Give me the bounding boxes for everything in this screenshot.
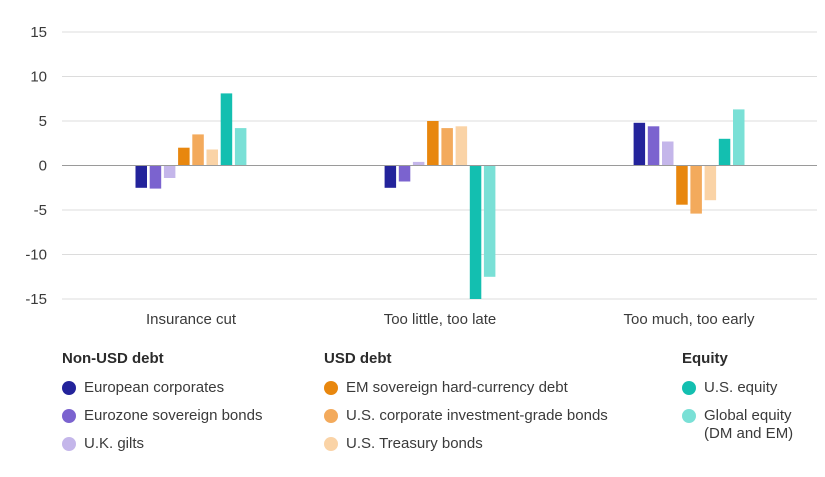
legend-item-us-treasury-bonds: U.S. Treasury bonds xyxy=(324,435,608,453)
legend-group-non-usd-debt: Non-USD debt European corporates Eurozon… xyxy=(62,350,262,463)
bar-chart: 15 10 5 0 -5 -10 -15 Insurance cut Too little, … xyxy=(25,24,817,328)
bar xyxy=(163,165,176,178)
y-tick-label: 5 xyxy=(39,113,47,130)
x-category-label: Too little, too late xyxy=(384,311,497,328)
legend-item-european-corporates: European corporates xyxy=(62,379,262,397)
bar xyxy=(662,141,674,166)
bar xyxy=(192,134,204,166)
y-tick-label: -15 xyxy=(25,291,47,308)
bars xyxy=(135,93,745,299)
bar xyxy=(690,165,702,214)
legend-swatch xyxy=(62,437,76,451)
legend-swatch xyxy=(682,381,696,395)
legend-group-title: USD debt xyxy=(324,350,392,367)
bar xyxy=(704,165,717,201)
legend-label: U.S. Treasury bonds xyxy=(346,435,483,452)
bar xyxy=(220,93,233,166)
legend-item-us-corporate-ig-bonds: U.S. corporate investment-grade bonds xyxy=(324,407,608,425)
legend-swatch xyxy=(682,409,696,423)
legend-label: European corporates xyxy=(84,379,225,396)
legend-item-eurozone-sovereign-bonds: Eurozone sovereign bonds xyxy=(62,407,262,425)
legend-group-equity: Equity U.S. equity Global equity (DM and… xyxy=(682,350,793,453)
x-axis-category-labels: Insurance cut Too little, too late Too muc… xyxy=(146,311,755,328)
bar xyxy=(234,128,247,166)
bar xyxy=(149,165,162,189)
bar xyxy=(398,165,411,182)
legend-item-em-sovereign-hard-currency-debt: EM sovereign hard-currency debt xyxy=(324,379,608,397)
legend-label: Eurozone sovereign bonds xyxy=(84,407,263,424)
legend-label: U.S. equity xyxy=(704,379,778,396)
bar xyxy=(647,126,660,166)
legend-label: Global equity (DM and EM) xyxy=(704,407,794,442)
bar xyxy=(455,126,468,166)
legend-swatch xyxy=(62,409,76,423)
bar xyxy=(676,165,688,205)
legend-item-us-equity: U.S. equity xyxy=(682,379,793,397)
y-tick-label: 0 xyxy=(39,158,47,175)
legend-swatch xyxy=(324,437,338,451)
x-category-label: Too much, too early xyxy=(624,311,755,328)
legend-swatch xyxy=(324,409,338,423)
bar xyxy=(483,165,496,277)
y-tick-label: 10 xyxy=(30,69,47,86)
legend-label: U.K. gilts xyxy=(84,435,145,452)
bar xyxy=(427,121,439,166)
legend-swatch xyxy=(324,381,338,395)
legend-swatch xyxy=(62,381,76,395)
y-tick-label: 15 xyxy=(30,24,47,41)
x-category-label: Insurance cut xyxy=(146,311,237,328)
bar xyxy=(206,149,218,166)
legend-label: U.S. corporate investment-grade bonds xyxy=(346,407,608,424)
bar xyxy=(384,165,397,188)
y-tick-label: -5 xyxy=(34,202,47,219)
legend-item-uk-gilts: U.K. gilts xyxy=(62,435,262,453)
bar xyxy=(718,138,731,166)
bar xyxy=(469,165,482,299)
legend-item-global-equity: Global equity (DM and EM) xyxy=(682,407,793,443)
bar xyxy=(412,161,425,166)
legend-group-title: Equity xyxy=(682,350,728,367)
y-tick-label: -10 xyxy=(25,247,47,264)
legend-label: EM sovereign hard-currency debt xyxy=(346,379,568,396)
bar xyxy=(633,122,646,166)
legend-group-title: Non-USD debt xyxy=(62,350,164,367)
bar xyxy=(135,165,147,188)
legend: Non-USD debt European corporates Eurozon… xyxy=(0,350,825,470)
bar xyxy=(178,147,190,166)
bar xyxy=(733,109,745,166)
y-axis-tick-labels: 15 10 5 0 -5 -10 -15 xyxy=(25,24,47,308)
bar xyxy=(441,128,453,166)
legend-group-usd-debt: USD debt EM sovereign hard-currency debt… xyxy=(324,350,608,463)
